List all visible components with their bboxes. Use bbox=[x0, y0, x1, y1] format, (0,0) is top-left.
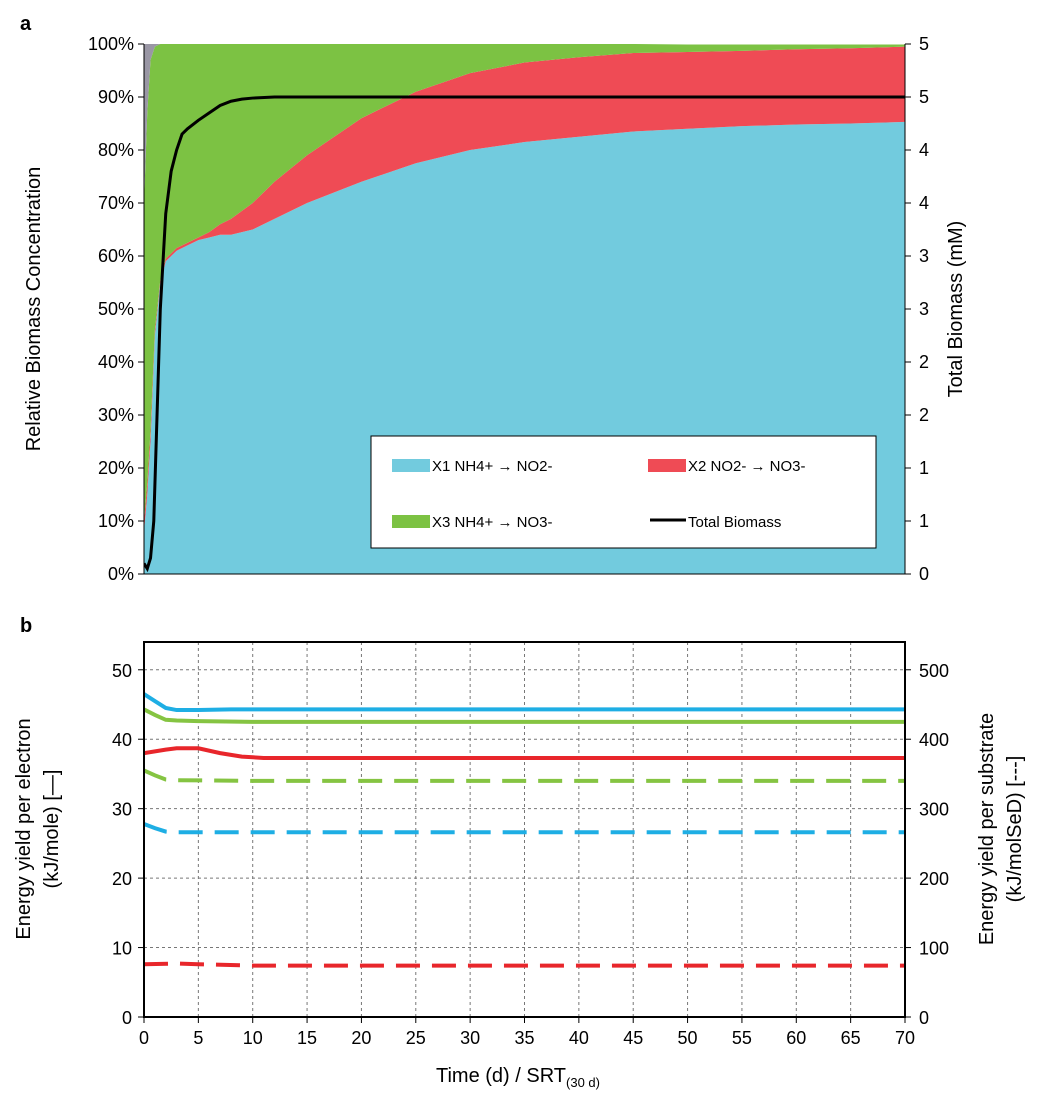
y-tick-label: 50% bbox=[98, 299, 134, 319]
y-tick-label: 20 bbox=[112, 869, 132, 889]
y2-tick-label: 200 bbox=[919, 869, 949, 889]
x-tick-label: 15 bbox=[297, 1028, 317, 1048]
x-tick-label: 35 bbox=[514, 1028, 534, 1048]
y-tick-label: 0 bbox=[122, 1008, 132, 1028]
panel-b-chart: 0 5 10 15 20 25 30 35 40 45 50 55 60 65 70010203040500… bbox=[13, 641, 1026, 1090]
y2-tick-label: 5 bbox=[919, 34, 929, 54]
y2-tick-label: 1 bbox=[919, 458, 929, 478]
x-tick-label: 60 bbox=[786, 1028, 806, 1048]
x-tick-label: 40 bbox=[569, 1028, 589, 1048]
blue-solid-line bbox=[144, 692, 905, 713]
panel-b-x-axis-label-main: Time (d) / SRT bbox=[436, 1065, 566, 1087]
x-tick-label: 30 bbox=[460, 1028, 480, 1048]
panel-b-label: b bbox=[20, 615, 32, 637]
y-tick-label: 70% bbox=[98, 193, 134, 213]
y2-tick-label: 100 bbox=[919, 939, 949, 959]
y-tick-label: 40% bbox=[98, 352, 134, 372]
panel-a-y2-axis-label: Total Biomass (mM) bbox=[945, 221, 967, 398]
panel-b-x-axis-label-sub: (30 d) bbox=[566, 1075, 600, 1090]
x-tick-label: 70 bbox=[895, 1028, 915, 1048]
y-tick-label: 80% bbox=[98, 140, 134, 160]
legend-swatch-x1 bbox=[392, 459, 430, 472]
y2-tick-label: 4 bbox=[919, 193, 929, 213]
y-tick-label: 100% bbox=[88, 34, 134, 54]
total-biomass-line bbox=[144, 95, 905, 573]
legend-swatch-x3 bbox=[392, 515, 430, 528]
x-tick-label: 5 bbox=[193, 1028, 203, 1048]
green-dashed-line bbox=[144, 768, 905, 783]
x-tick-label: 0 bbox=[139, 1028, 149, 1048]
area-x3 bbox=[144, 44, 905, 521]
area-x2 bbox=[144, 46, 905, 532]
y-tick-label: 30% bbox=[98, 405, 134, 425]
x-tick-label: 20 bbox=[351, 1028, 371, 1048]
green-solid-line bbox=[144, 707, 905, 724]
x-tick-label: 45 bbox=[623, 1028, 643, 1048]
y-tick-label: 0% bbox=[108, 564, 134, 584]
legend-label-total: Total Biomass bbox=[688, 514, 781, 531]
y2-tick-label: 1 bbox=[919, 511, 929, 531]
y2-tick-label: 3 bbox=[919, 299, 929, 319]
legend-label-x3: X3 NH4+ → NO3- bbox=[432, 514, 552, 531]
y-tick-label: 50 bbox=[112, 661, 132, 681]
blue-dashed-line bbox=[144, 822, 905, 835]
y2-tick-label: 4 bbox=[919, 140, 929, 160]
panel-a-y-axis-label: Relative Biomass Concentration bbox=[23, 167, 45, 452]
panel-a-legend: X1 NH4+ → NO2- X2 NO2- → NO3- X3 NH4+ → … bbox=[370, 435, 877, 549]
y-tick-label: 10% bbox=[98, 511, 134, 531]
panel-b-x-axis-label: Time (d) / SRT(30 d) bbox=[436, 1065, 600, 1090]
y-tick-label: 10 bbox=[112, 939, 132, 959]
red-solid-line bbox=[144, 746, 905, 760]
y-tick-label: 30 bbox=[112, 800, 132, 820]
y2-tick-label: 0 bbox=[919, 564, 929, 584]
panel-a-label: a bbox=[20, 13, 32, 35]
panel-b-y2-axis-label-line2: (kJ/molSeD) [---] bbox=[1004, 756, 1026, 903]
x-tick-label: 55 bbox=[732, 1028, 752, 1048]
y2-tick-label: 3 bbox=[919, 246, 929, 266]
x-tick-label: 50 bbox=[678, 1028, 698, 1048]
red-dashed-line bbox=[144, 961, 905, 968]
y2-tick-label: 500 bbox=[919, 661, 949, 681]
legend-swatch-x2 bbox=[648, 459, 686, 472]
y-tick-label: 90% bbox=[98, 87, 134, 107]
panel-a-chart: 0% 10% 20% 30% 40% 50% 60% 70% 80% 90% 100% 0 1 1 2 2 3 3… bbox=[23, 34, 967, 584]
y2-tick-label: 2 bbox=[919, 352, 929, 372]
panel-b-y-axis-label-line2: (kJ/mole) [—] bbox=[41, 770, 63, 889]
y-tick-label: 60% bbox=[98, 246, 134, 266]
x-tick-label: 25 bbox=[406, 1028, 426, 1048]
legend-label-x2: X2 NO2- → NO3- bbox=[688, 458, 806, 475]
y2-tick-label: 5 bbox=[919, 87, 929, 107]
y-tick-label: 40 bbox=[112, 730, 132, 750]
x-tick-label: 65 bbox=[841, 1028, 861, 1048]
y2-tick-label: 0 bbox=[919, 1008, 929, 1028]
y2-tick-label: 2 bbox=[919, 405, 929, 425]
y2-tick-label: 300 bbox=[919, 800, 949, 820]
x-tick-label: 10 bbox=[243, 1028, 263, 1048]
legend-label-x1: X1 NH4+ → NO2- bbox=[432, 458, 552, 475]
y-tick-label: 20% bbox=[98, 458, 134, 478]
y2-tick-label: 400 bbox=[919, 730, 949, 750]
panel-b-y2-axis-label-line1: Energy yield per substrate bbox=[976, 713, 998, 945]
panel-b-y-axis-label-line1: Energy yield per electron bbox=[13, 718, 35, 939]
